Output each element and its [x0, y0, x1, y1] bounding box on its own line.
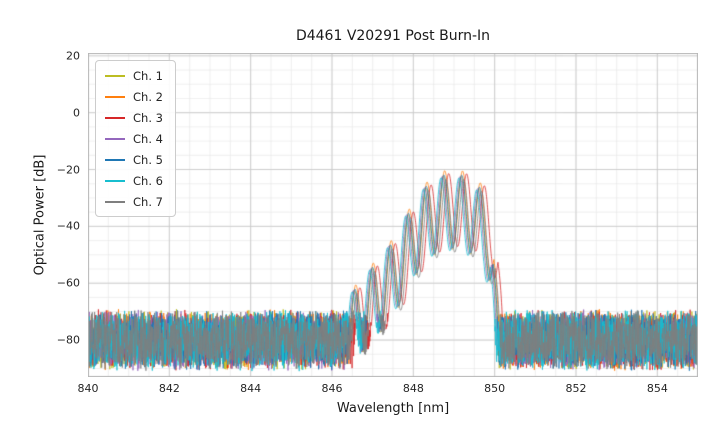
legend-label: Ch. 4 [133, 131, 163, 146]
legend-item: Ch. 5 [105, 151, 163, 168]
plot-canvas [88, 53, 698, 377]
legend-label: Ch. 1 [133, 68, 163, 83]
legend-label: Ch. 6 [133, 173, 163, 188]
plot-area: Ch. 1 Ch. 2 Ch. 3 Ch. 4 Ch. 5 Ch. 6 [57, 49, 698, 395]
x-tick-label: 848 [402, 382, 424, 395]
legend-line [105, 200, 125, 203]
legend-item: Ch. 2 [105, 88, 163, 105]
y-tick-label: −80 [56, 333, 80, 347]
y-tick-label: −40 [56, 219, 80, 233]
x-axis-label: Wavelength [nm] [336, 401, 450, 416]
x-tick-label: 852 [565, 382, 587, 395]
legend-line [105, 179, 125, 182]
legend-item: Ch. 4 [105, 130, 163, 147]
legend-item: Ch. 1 [105, 67, 163, 84]
legend-label: Ch. 2 [133, 89, 163, 104]
legend-line [105, 95, 125, 98]
y-tick-label: −60 [56, 276, 80, 290]
legend-label: Ch. 5 [133, 152, 163, 167]
y-tick-label: 20 [66, 49, 80, 63]
x-tick-label: 840 [77, 382, 99, 395]
legend-item: Ch. 7 [105, 193, 163, 210]
chart-title: D4461 V20291 Post Burn-In [295, 28, 491, 44]
legend-line [105, 116, 125, 119]
x-tick-label: 844 [240, 382, 262, 395]
x-tick-label: 854 [646, 382, 668, 395]
x-tick-label: 842 [158, 382, 180, 395]
legend-line [105, 137, 125, 140]
legend: Ch. 1 Ch. 2 Ch. 3 Ch. 4 Ch. 5 Ch. 6 [95, 60, 176, 217]
y-tick-label: −20 [56, 163, 80, 177]
legend-item: Ch. 3 [105, 109, 163, 126]
legend-label: Ch. 3 [133, 110, 163, 125]
legend-label: Ch. 7 [133, 194, 163, 209]
y-tick-label: 0 [73, 106, 80, 120]
x-tick-label: 850 [484, 382, 506, 395]
legend-item: Ch. 6 [105, 172, 163, 189]
x-tick-label: 846 [321, 382, 343, 395]
legend-line [105, 158, 125, 161]
legend-line [105, 74, 125, 77]
y-axis-label: Optical Power [dB] [32, 154, 48, 276]
